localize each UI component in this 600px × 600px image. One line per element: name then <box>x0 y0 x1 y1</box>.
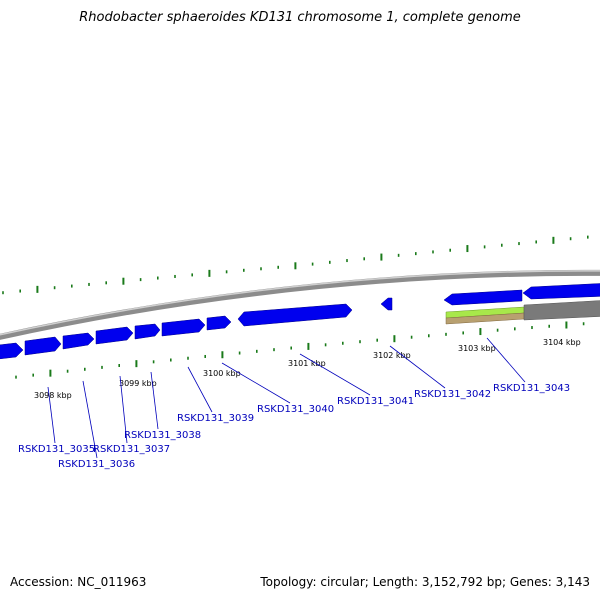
backbone-arc-highlight <box>0 270 600 336</box>
gene-label[interactable]: RSKD131_3035 <box>18 444 95 455</box>
gene-arrow-fwd-4[interactable] <box>95 326 134 345</box>
backbone-arc <box>0 269 600 340</box>
gene-leader-line <box>119 375 128 444</box>
gene-leader-line <box>299 353 371 396</box>
tick-label: 3103 kbp <box>458 344 496 353</box>
gene-arrow-fwd-3[interactable] <box>62 332 95 350</box>
small-gene-arrow[interactable] <box>380 297 393 311</box>
tick-label: 3099 kbp <box>119 379 157 388</box>
gene-arrow-fwd-5[interactable] <box>134 323 161 340</box>
topology-text: Topology: circular; Length: 3,152,792 bp… <box>260 575 590 589</box>
inner-tick-ring <box>15 321 600 379</box>
gene-leader-line <box>389 345 446 389</box>
gene-arrow-fwd-6[interactable] <box>161 318 206 337</box>
gene-label[interactable]: RSKD131_3039 <box>177 413 254 424</box>
feature-track-right <box>380 283 600 325</box>
gene-label[interactable]: RSKD131_3043 <box>493 383 570 394</box>
gene-arrow-fwd-1[interactable] <box>0 342 24 360</box>
gene-leader-line <box>187 366 213 413</box>
gene-leader-line <box>486 337 526 383</box>
gene-label[interactable]: RSKD131_3037 <box>93 444 170 455</box>
accession-text: Accession: NC_011963 <box>10 575 147 589</box>
outer-tick-ring <box>2 235 589 295</box>
gene-arrow-rev-1[interactable] <box>443 289 523 306</box>
gene-label[interactable]: RSKD131_3036 <box>58 459 135 470</box>
gene-arrow-fwd-2[interactable] <box>24 336 62 356</box>
gene-track-forward <box>0 303 353 360</box>
gene-leader-line <box>47 386 56 444</box>
gene-label[interactable]: RSKD131_3041 <box>337 396 414 407</box>
tick-labels: 3098 kbp 3099 kbp 3100 kbp 3101 kbp 3102 kbp… <box>34 338 581 400</box>
gene-leader-line <box>82 380 98 459</box>
gene-label[interactable]: RSKD131_3040 <box>257 404 334 415</box>
tick-label: 3102 kbp <box>373 351 411 360</box>
gene-arrow-fwd-8[interactable] <box>237 303 353 327</box>
gene-labels: RSKD131_3035 RSKD131_3036 RSKD131_3037 RSKD… <box>18 337 570 470</box>
tick-label: 3100 kbp <box>203 369 241 378</box>
feature-gray-bar[interactable] <box>523 300 600 321</box>
gene-leader-line <box>150 371 159 430</box>
gene-leader-line <box>221 362 291 404</box>
gene-label[interactable]: RSKD131_3042 <box>414 389 491 400</box>
map-title: Rhodobacter sphaeroides KD131 chromosome… <box>79 10 521 25</box>
gene-label[interactable]: RSKD131_3038 <box>124 430 201 441</box>
gene-arrow-fwd-7[interactable] <box>206 315 232 331</box>
tick-label: 3101 kbp <box>288 359 326 368</box>
tick-label: 3098 kbp <box>34 391 72 400</box>
gene-arrow-rev-2[interactable] <box>522 283 600 300</box>
tick-label: 3104 kbp <box>543 338 581 347</box>
